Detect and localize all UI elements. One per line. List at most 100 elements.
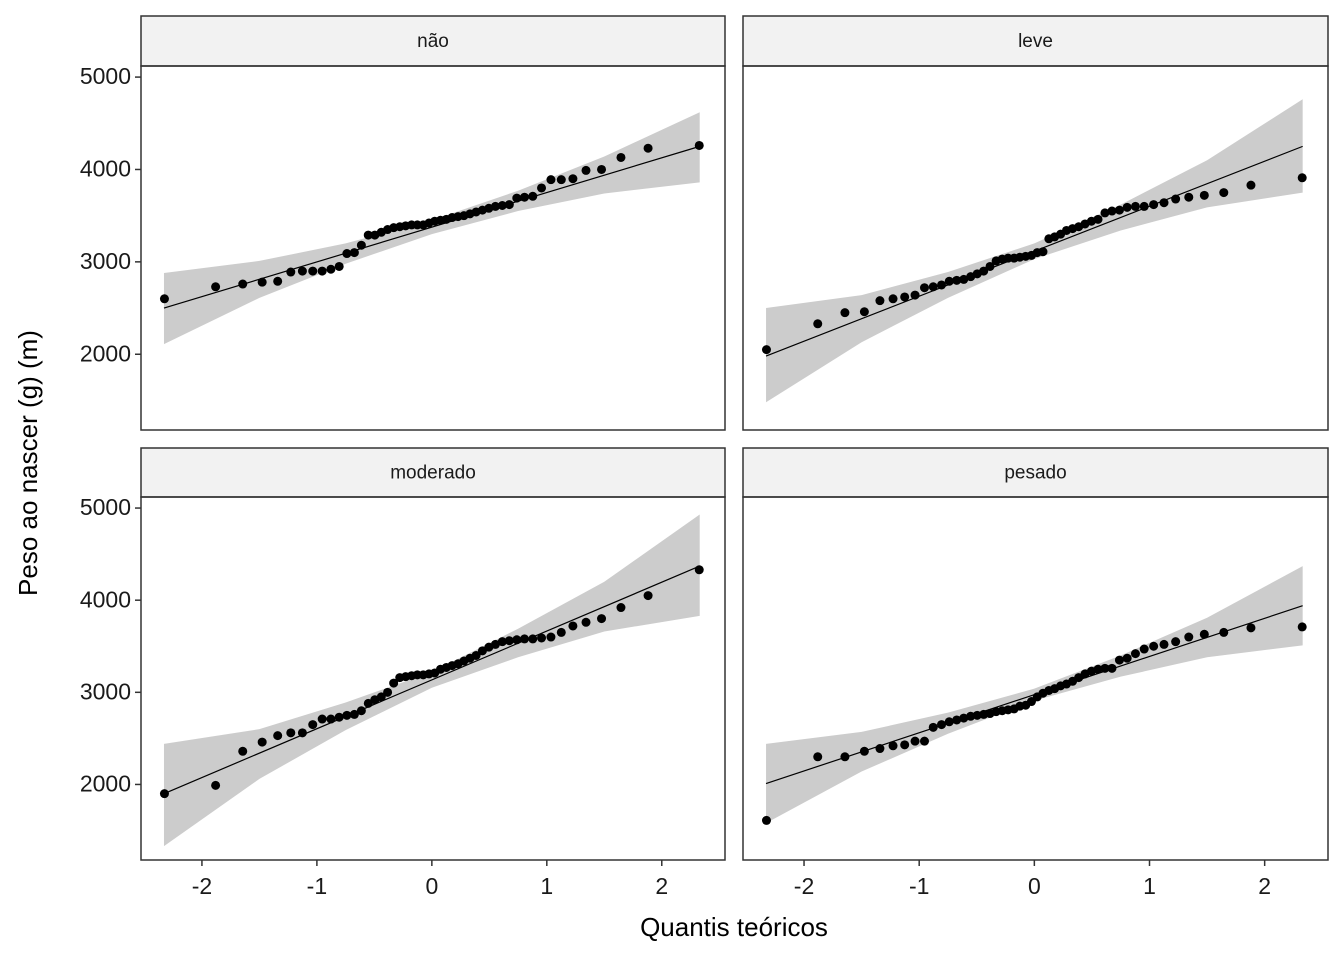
x-tick-label: -2: [794, 873, 814, 899]
point: [1171, 637, 1181, 647]
point: [840, 752, 850, 762]
point: [356, 240, 366, 250]
point: [556, 627, 566, 637]
point: [512, 635, 522, 645]
point: [1093, 214, 1103, 224]
x-tick-label: 2: [1258, 873, 1271, 899]
point: [1149, 641, 1159, 651]
point: [273, 276, 283, 286]
point: [568, 621, 578, 631]
point: [979, 266, 989, 276]
point: [490, 201, 500, 211]
point: [363, 230, 373, 240]
x-tick-label: 0: [425, 873, 438, 899]
point: [616, 603, 626, 613]
point: [1038, 247, 1048, 257]
point: [1114, 655, 1124, 665]
point: [959, 274, 969, 284]
point: [859, 746, 869, 756]
point: [389, 678, 399, 688]
point: [520, 192, 530, 202]
point: [959, 713, 969, 723]
point: [937, 720, 947, 730]
point: [497, 637, 507, 647]
x-tick-label: 1: [1143, 873, 1156, 899]
point: [900, 292, 910, 302]
point: [643, 591, 653, 601]
point: [581, 165, 591, 175]
point: [928, 282, 938, 292]
point: [556, 175, 566, 185]
point: [1246, 623, 1256, 633]
fit-line: [163, 145, 700, 309]
point: [1246, 180, 1256, 190]
point: [581, 617, 591, 627]
point: [537, 633, 547, 643]
point: [1159, 639, 1169, 649]
point: [504, 636, 514, 646]
point: [286, 267, 296, 277]
point: [286, 728, 296, 738]
point: [342, 249, 352, 259]
point: [875, 744, 885, 754]
panel-border: [742, 65, 1329, 431]
point: [383, 687, 393, 697]
point: [937, 280, 947, 290]
x-tick-label: 2: [655, 873, 668, 899]
point: [1159, 198, 1169, 208]
point: [840, 308, 850, 318]
point: [308, 720, 318, 730]
point: [1184, 192, 1194, 202]
point: [537, 183, 547, 193]
y-tick-label: 4000: [80, 586, 131, 612]
x-tick-label: -2: [192, 873, 212, 899]
point: [238, 746, 248, 756]
point: [512, 193, 522, 203]
panel-border: [742, 496, 1329, 861]
point: [520, 634, 530, 644]
point: [985, 261, 995, 271]
point: [919, 283, 929, 293]
y-tick-label: 4000: [80, 156, 131, 182]
point: [317, 714, 327, 724]
point: [813, 752, 823, 762]
point: [159, 789, 169, 799]
point: [1139, 201, 1149, 211]
y-tick-label: 3000: [80, 248, 131, 274]
strip-background: [742, 15, 1329, 67]
point: [334, 261, 344, 271]
point: [900, 740, 910, 750]
point: [211, 282, 221, 292]
point: [238, 279, 248, 289]
point: [597, 164, 607, 174]
panel-border: [140, 65, 726, 431]
point: [928, 722, 938, 732]
y-tick-label: 2000: [80, 340, 131, 366]
point: [349, 248, 359, 258]
x-tick-label: -1: [307, 873, 327, 899]
point: [326, 714, 336, 724]
point: [888, 741, 898, 751]
point: [919, 736, 929, 746]
point: [1149, 200, 1159, 210]
panel-border: [140, 496, 726, 861]
point: [211, 780, 221, 790]
point: [597, 614, 607, 624]
point: [1114, 205, 1124, 215]
y-tick-label: 3000: [80, 678, 131, 704]
point: [342, 710, 352, 720]
point: [1130, 649, 1140, 659]
point: [888, 294, 898, 304]
point: [1219, 188, 1229, 198]
point: [1107, 663, 1117, 673]
point: [910, 736, 920, 746]
point: [1122, 653, 1132, 663]
point: [761, 345, 771, 355]
point: [334, 712, 344, 722]
point: [546, 632, 556, 642]
point: [1199, 629, 1209, 639]
point: [159, 294, 169, 304]
point: [490, 639, 500, 649]
point: [813, 319, 823, 329]
